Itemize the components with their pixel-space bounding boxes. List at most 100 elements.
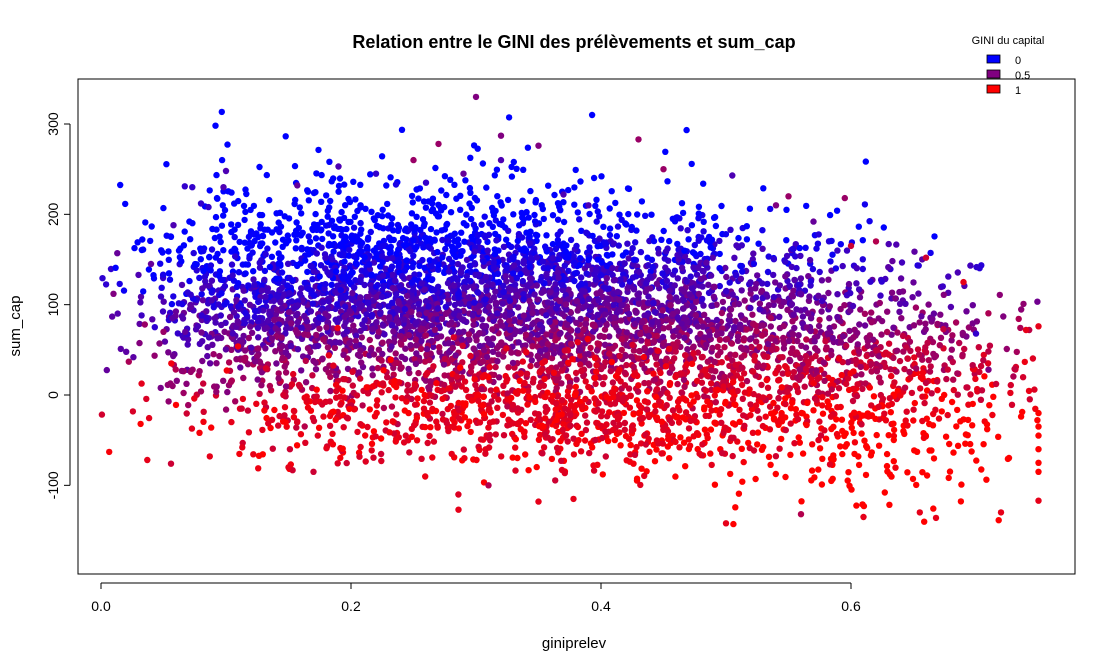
data-point: [828, 425, 835, 433]
data-point: [213, 171, 220, 179]
data-point: [634, 388, 642, 395]
data-point: [723, 273, 730, 281]
data-point: [510, 211, 517, 218]
data-point: [408, 308, 415, 315]
data-point: [390, 328, 397, 335]
data-point: [732, 401, 739, 409]
data-point: [667, 302, 674, 309]
data-point: [918, 313, 925, 320]
data-point: [637, 248, 645, 256]
data-point: [337, 293, 344, 301]
data-point: [515, 339, 522, 346]
data-point: [293, 312, 300, 319]
data-point: [294, 346, 302, 353]
data-point: [945, 273, 952, 280]
data-point: [847, 336, 855, 343]
data-point: [418, 337, 425, 345]
data-point: [956, 339, 963, 347]
data-point: [470, 345, 477, 352]
data-point: [479, 160, 487, 167]
data-point: [749, 311, 756, 318]
data-point: [225, 188, 232, 195]
data-point: [708, 302, 715, 309]
data-point: [959, 351, 966, 358]
data-point: [861, 201, 869, 208]
data-point: [403, 292, 411, 300]
data-point: [466, 294, 473, 301]
data-point: [570, 253, 577, 260]
data-point: [179, 300, 186, 308]
data-point: [395, 224, 403, 231]
data-point: [853, 502, 860, 509]
data-point: [604, 252, 612, 259]
data-point: [313, 331, 320, 339]
data-point: [284, 260, 292, 267]
data-point: [264, 226, 271, 233]
data-point: [554, 236, 562, 244]
data-point: [199, 357, 206, 365]
data-point: [476, 302, 483, 309]
data-point: [373, 250, 380, 257]
data-point: [651, 338, 658, 345]
data-point: [884, 468, 891, 475]
data-point: [318, 356, 326, 363]
data-point: [163, 161, 170, 168]
data-point: [293, 237, 300, 244]
data-point: [986, 342, 994, 349]
data-point: [609, 379, 617, 386]
data-point: [628, 223, 635, 231]
data-point: [727, 226, 734, 233]
data-point: [408, 279, 415, 286]
data-point: [937, 334, 945, 341]
data-point: [878, 317, 886, 325]
data-point: [486, 303, 493, 311]
data-point: [380, 237, 388, 245]
data-point: [678, 320, 685, 327]
data-point: [275, 375, 282, 382]
data-point: [444, 279, 452, 287]
data-point: [666, 287, 673, 295]
data-point: [571, 184, 578, 191]
data-point: [594, 208, 601, 215]
data-point: [425, 243, 432, 251]
data-point: [312, 359, 319, 367]
data-point: [147, 237, 154, 245]
data-point: [447, 209, 455, 216]
data-point: [292, 245, 299, 252]
data-point: [602, 359, 609, 366]
data-point: [289, 277, 297, 284]
data-point: [244, 407, 252, 414]
data-point: [799, 450, 807, 457]
data-point: [393, 250, 400, 258]
data-point: [653, 386, 661, 393]
data-point: [582, 320, 590, 328]
data-point: [590, 174, 598, 182]
data-point: [954, 391, 961, 398]
data-point: [139, 236, 146, 243]
data-point: [494, 310, 501, 317]
data-point: [602, 240, 609, 247]
data-point: [521, 325, 528, 333]
data-point: [523, 208, 530, 216]
data-point: [700, 180, 707, 187]
data-point: [458, 336, 465, 343]
data-point: [904, 469, 911, 476]
data-point: [418, 280, 425, 287]
data-point: [489, 348, 497, 355]
data-point: [811, 474, 818, 481]
data-point: [334, 301, 341, 308]
data-point: [214, 335, 221, 342]
data-point: [544, 340, 552, 348]
data-point: [250, 276, 257, 283]
data-point: [543, 232, 550, 239]
data-point: [552, 245, 560, 253]
data-point: [340, 424, 347, 431]
data-point: [673, 294, 680, 301]
data-point: [601, 374, 608, 381]
data-point: [318, 171, 325, 179]
data-point: [662, 248, 670, 255]
data-point: [412, 319, 420, 326]
data-point: [369, 365, 376, 372]
data-point: [490, 259, 497, 266]
data-point: [285, 237, 292, 244]
